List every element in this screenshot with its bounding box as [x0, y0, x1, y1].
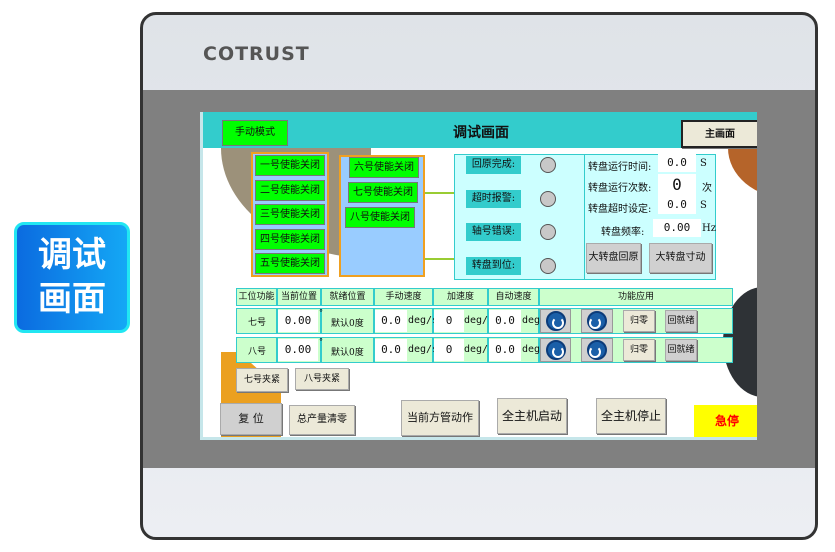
acceleration-input[interactable]: 0	[434, 310, 464, 332]
badge-line2: 画面	[38, 279, 106, 319]
row-name: 八号	[248, 346, 267, 357]
rotate-ccw-button[interactable]	[581, 309, 613, 333]
current-position: 0.00	[278, 338, 318, 361]
deco-shape-brown	[728, 148, 757, 198]
status-lamp	[540, 224, 556, 240]
enable-button-8[interactable]: 八号使能关闭	[345, 207, 415, 228]
turntable-jog-button[interactable]: 大转盘寸动	[649, 243, 712, 273]
zero-button[interactable]: 归零	[623, 310, 655, 332]
enable-button-6[interactable]: 六号使能关闭	[349, 157, 419, 178]
table-header: 工位功能	[236, 288, 277, 306]
acceleration-unit: deg/s	[464, 315, 495, 326]
enable-button-2[interactable]: 二号使能关闭	[255, 179, 325, 201]
rotate-cw-button[interactable]	[540, 337, 571, 362]
status-label: 超时报警:	[466, 189, 521, 208]
enable-button-1[interactable]: 一号使能关闭	[255, 155, 325, 176]
acceleration-unit: deg/s	[464, 343, 495, 355]
enable-button-5[interactable]: 五号使能关闭	[255, 253, 325, 274]
clamp-7-button[interactable]: 七号夹紧	[236, 368, 288, 392]
ready-position: 默认0度	[331, 347, 364, 358]
manual-speed-input[interactable]: 0.0	[375, 310, 407, 332]
auto-speed-input[interactable]: 0.0	[489, 310, 521, 332]
rotate-cw-button[interactable]	[540, 309, 571, 333]
brand-logo: COTRUST	[203, 43, 310, 65]
run-count-label: 转盘运行次数:	[588, 183, 652, 194]
badge-line1: 调试	[38, 235, 106, 275]
table-header: 自动速度	[488, 288, 539, 306]
table-cell	[321, 336, 374, 363]
timeout-label: 转盘超时设定:	[588, 204, 652, 215]
status-lamp	[540, 257, 556, 274]
table-header: 手动速度	[374, 288, 433, 306]
return-ready-button[interactable]: 回就绪	[665, 310, 697, 332]
header-bar	[203, 112, 757, 148]
auto-speed-unit: deg/s	[522, 315, 539, 326]
acceleration-input[interactable]: 0	[434, 338, 464, 361]
connector-line	[425, 192, 455, 194]
timeout-value[interactable]: 0.0	[658, 196, 696, 214]
table-header: 功能应用	[539, 288, 733, 306]
clamp-8-button[interactable]: 八号夹紧	[295, 368, 349, 390]
main-screen-button[interactable]: 主画面	[681, 120, 757, 148]
current-position: 0.00	[278, 310, 318, 332]
stop-all-button[interactable]: 全主机停止	[596, 398, 666, 434]
table-cell	[236, 336, 277, 363]
run-count-value: 0	[658, 174, 696, 196]
run-time-value: 0.0	[658, 154, 696, 172]
hmi-screen: 手动模式 调试画面 主画面 转盘运行时间: 0.0 S 转盘运行次数: 0 次 …	[200, 112, 757, 440]
table-header: 就绪位置	[321, 288, 374, 306]
reset-button[interactable]: 复 位	[220, 403, 282, 435]
clear-output-button[interactable]: 总产量清零	[289, 405, 355, 435]
freq-unit: Hz	[702, 223, 716, 234]
manual-mode-button[interactable]: 手动模式	[222, 120, 288, 146]
freq-label: 转盘频率:	[601, 227, 645, 238]
return-ready-button[interactable]: 回就绪	[665, 338, 697, 361]
pipe-action-button[interactable]: 当前方管动作	[401, 400, 479, 436]
auto-speed-input[interactable]: 0.0	[489, 338, 521, 361]
manual-speed-input[interactable]: 0.0	[375, 338, 407, 361]
timeout-unit: S	[700, 200, 707, 211]
page-title: 调试画面	[453, 125, 509, 141]
rotate-ccw-icon	[587, 339, 607, 360]
run-count-unit: 次	[702, 183, 712, 194]
enable-button-3[interactable]: 三号使能关闭	[255, 204, 325, 225]
enable-button-7[interactable]: 七号使能关闭	[348, 182, 418, 203]
run-time-unit: S	[700, 158, 707, 169]
table-header: 加速度	[433, 288, 488, 306]
rotate-ccw-icon	[587, 311, 607, 331]
screen-badge: 调试 画面	[14, 222, 130, 333]
auto-speed-unit: deg/s	[522, 343, 539, 355]
run-time-label: 转盘运行时间:	[588, 162, 652, 173]
position-unit: °	[319, 336, 323, 346]
status-label: 转盘到位:	[466, 256, 521, 275]
status-lamp	[540, 190, 556, 207]
position-unit: °	[319, 308, 323, 317]
status-label: 轴号错误:	[466, 223, 521, 241]
rotate-cw-icon	[545, 311, 566, 331]
start-all-button[interactable]: 全主机启动	[497, 398, 567, 434]
connector-line	[425, 258, 455, 260]
rotate-ccw-button[interactable]	[581, 337, 613, 362]
turntable-home-button[interactable]: 大转盘回原	[586, 243, 641, 273]
table-cell	[236, 308, 277, 334]
status-label: 回原完成:	[466, 156, 521, 174]
manual-speed-unit: deg/s	[408, 343, 439, 355]
table-cell	[321, 308, 374, 334]
enable-button-4[interactable]: 四号使能关闭	[255, 228, 325, 250]
ready-position: 默认0度	[331, 319, 364, 329]
status-lamp	[540, 157, 556, 173]
panel-divider	[584, 154, 585, 280]
emergency-stop-button[interactable]: 急停	[694, 405, 757, 437]
zero-button[interactable]: 归零	[623, 338, 655, 361]
row-name: 七号	[248, 318, 267, 328]
table-header: 当前位置	[277, 288, 321, 306]
rotate-cw-icon	[545, 339, 566, 360]
manual-speed-unit: deg/s	[408, 315, 439, 326]
freq-value[interactable]: 0.00	[653, 219, 701, 237]
